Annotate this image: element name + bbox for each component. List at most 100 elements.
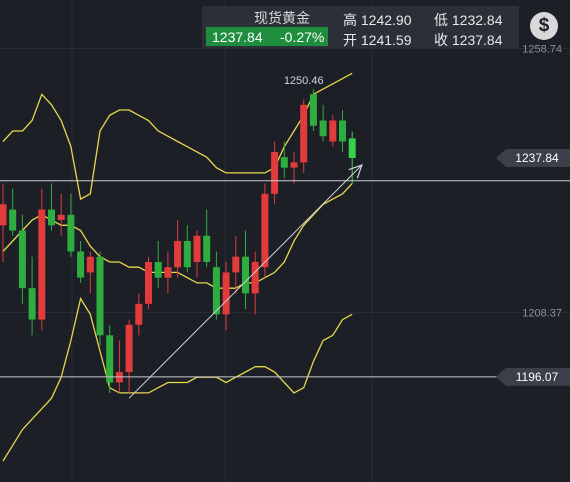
- price-change: -0.27%: [280, 29, 325, 45]
- candle: [222, 261, 230, 331]
- candle: [135, 293, 143, 336]
- price-tag-bg: [496, 149, 570, 168]
- upper-band-line: [2, 72, 353, 201]
- candle-body: [135, 303, 143, 325]
- candle: [9, 188, 17, 236]
- candle: [145, 256, 152, 310]
- candle-body: [106, 335, 114, 383]
- candle: [77, 241, 85, 283]
- candle: [251, 251, 259, 315]
- candle: [164, 251, 172, 294]
- candle: [271, 141, 279, 205]
- candle-body: [125, 324, 133, 372]
- candle-body: [38, 209, 46, 320]
- candle-body: [261, 193, 269, 268]
- candle: [38, 188, 46, 331]
- candle-body: [18, 230, 26, 289]
- candle-body: [203, 235, 211, 262]
- candle: [125, 319, 133, 393]
- candle-body: [339, 120, 346, 142]
- candle-body: [67, 214, 75, 252]
- candle-body: [280, 157, 288, 168]
- candle: [319, 104, 327, 142]
- candle: [232, 235, 240, 294]
- candle: [203, 209, 211, 268]
- candles: [0, 89, 356, 393]
- candle: [115, 340, 123, 393]
- candle-body: [242, 256, 249, 294]
- candle-body: [232, 256, 240, 273]
- trendline-arrowhead: [348, 164, 363, 179]
- candle: [86, 251, 94, 294]
- candle: [174, 220, 182, 278]
- candle-body: [290, 162, 298, 168]
- candle: [154, 241, 162, 289]
- candle: [96, 251, 104, 346]
- instrument-title: 现货黄金: [254, 10, 310, 26]
- dollar-icon[interactable]: $: [530, 12, 558, 40]
- price-box: [206, 27, 328, 46]
- candle-body: [164, 267, 172, 278]
- close-label: 收 1237.84: [434, 32, 503, 48]
- candle-body: [57, 214, 65, 221]
- candle-body: [145, 261, 152, 304]
- support-tag-bg: [496, 367, 570, 386]
- candle-body: [0, 204, 7, 226]
- chart-overlays: 1250.46: [128, 75, 363, 399]
- current-price: 1237.84: [212, 29, 263, 45]
- candle-body: [319, 120, 327, 137]
- candle-body: [193, 235, 201, 262]
- candle-body: [48, 209, 55, 226]
- candle-body: [96, 256, 104, 336]
- candle-body: [271, 151, 279, 194]
- candle: [28, 256, 36, 336]
- candle: [18, 214, 26, 304]
- candle-body: [28, 288, 36, 320]
- candle-body: [300, 104, 308, 163]
- candle-body: [222, 272, 230, 315]
- candle: [193, 230, 201, 278]
- low-label: 低 1232.84: [434, 12, 503, 28]
- support-tag: 1196.07: [516, 370, 559, 384]
- candle: [57, 193, 65, 236]
- peak-label: 1250.46: [284, 75, 324, 87]
- candle-body: [251, 261, 259, 294]
- candle-body: [309, 94, 317, 126]
- candle: [212, 251, 220, 320]
- price-tags: 1237.84 1196.07: [0, 149, 570, 386]
- candle: [339, 110, 346, 152]
- candle: [329, 115, 337, 147]
- candle: [309, 89, 317, 131]
- candle: [183, 225, 191, 273]
- candle: [67, 193, 75, 257]
- candle-body: [348, 138, 356, 159]
- y-tick-label: 1258.74: [522, 44, 562, 56]
- candle: [280, 141, 288, 179]
- candle: [106, 324, 114, 393]
- trendline: [128, 164, 363, 399]
- candle-body: [9, 209, 17, 231]
- candle-body: [329, 120, 337, 142]
- candle-body: [212, 267, 220, 315]
- candle-body: [174, 241, 182, 268]
- candle: [300, 99, 308, 173]
- candle-body: [183, 241, 191, 268]
- candle: [261, 183, 269, 278]
- candle: [348, 131, 356, 185]
- candle: [242, 230, 249, 310]
- candle-body: [154, 261, 162, 278]
- candle: [48, 183, 55, 231]
- candle: [290, 151, 298, 184]
- candle-body: [86, 256, 94, 273]
- quote-panel: 现货黄金 1237.84 -0.27% 高 1242.90 低 1232.84 …: [202, 6, 519, 48]
- y-tick-label: 1208.37: [522, 307, 562, 319]
- open-label: 开 1241.59: [343, 32, 412, 48]
- candle: [0, 183, 7, 262]
- lower-band-line: [2, 296, 353, 462]
- high-label: 高 1242.90: [343, 12, 412, 28]
- candle-body: [77, 251, 85, 278]
- price-tag: 1237.84: [515, 151, 559, 165]
